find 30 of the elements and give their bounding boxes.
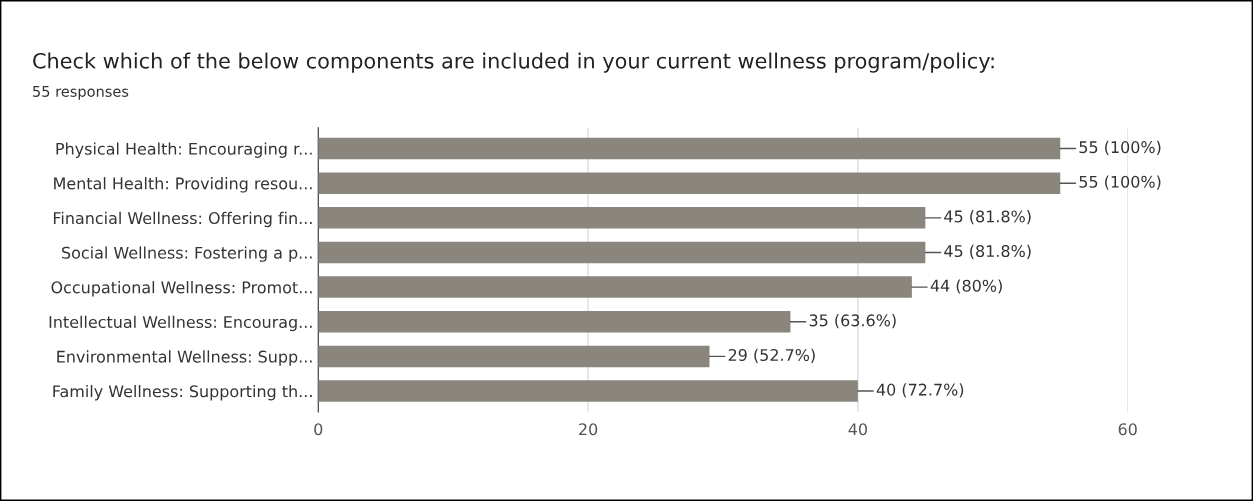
- bar: [318, 311, 791, 333]
- y-tick-label: Intellectual Wellness: Encourag...: [49, 315, 312, 332]
- y-tick-label: Occupational Wellness: Promot...: [51, 281, 312, 297]
- bar: [318, 137, 1061, 160]
- data-label: 44 (80%): [930, 279, 1002, 294]
- data-label: 45 (81.8%): [944, 244, 1031, 259]
- data-label: 55 (100%): [1079, 175, 1161, 190]
- bar: [318, 241, 926, 264]
- chart-title: Check which of the below components are included in your current wellness program/policy:: [33, 52, 994, 73]
- y-tick-label: Physical Health: Encouraging r...: [56, 142, 312, 158]
- data-label: 40 (72.7%): [876, 383, 964, 398]
- data-label: 55 (100%): [1079, 140, 1161, 156]
- bar: [318, 207, 926, 229]
- data-label: 45 (81.8%): [944, 210, 1031, 225]
- y-tick-label: Family Wellness: Supporting th...: [53, 384, 312, 401]
- x-tick-label: 0: [314, 423, 323, 436]
- bar: [318, 172, 1061, 194]
- bar: [318, 380, 858, 402]
- data-label: 35 (63.6%): [809, 314, 896, 329]
- data-label: 29 (52.7%): [728, 348, 815, 363]
- x-tick-label: 60: [1118, 423, 1137, 436]
- x-tick-label: 40: [848, 423, 867, 436]
- y-tick-label: Mental Health: Providing resou...: [54, 177, 312, 193]
- y-tick-label: Environmental Wellness: Supp...: [57, 350, 312, 366]
- y-tick-label: Financial Wellness: Offering fin...: [53, 211, 312, 228]
- bar: [318, 276, 912, 298]
- x-tick-label: 20: [579, 423, 598, 436]
- bar: [318, 345, 710, 368]
- text: 55 responses: [33, 86, 129, 100]
- y-tick-label: Social Wellness: Fostering a p...: [62, 246, 312, 262]
